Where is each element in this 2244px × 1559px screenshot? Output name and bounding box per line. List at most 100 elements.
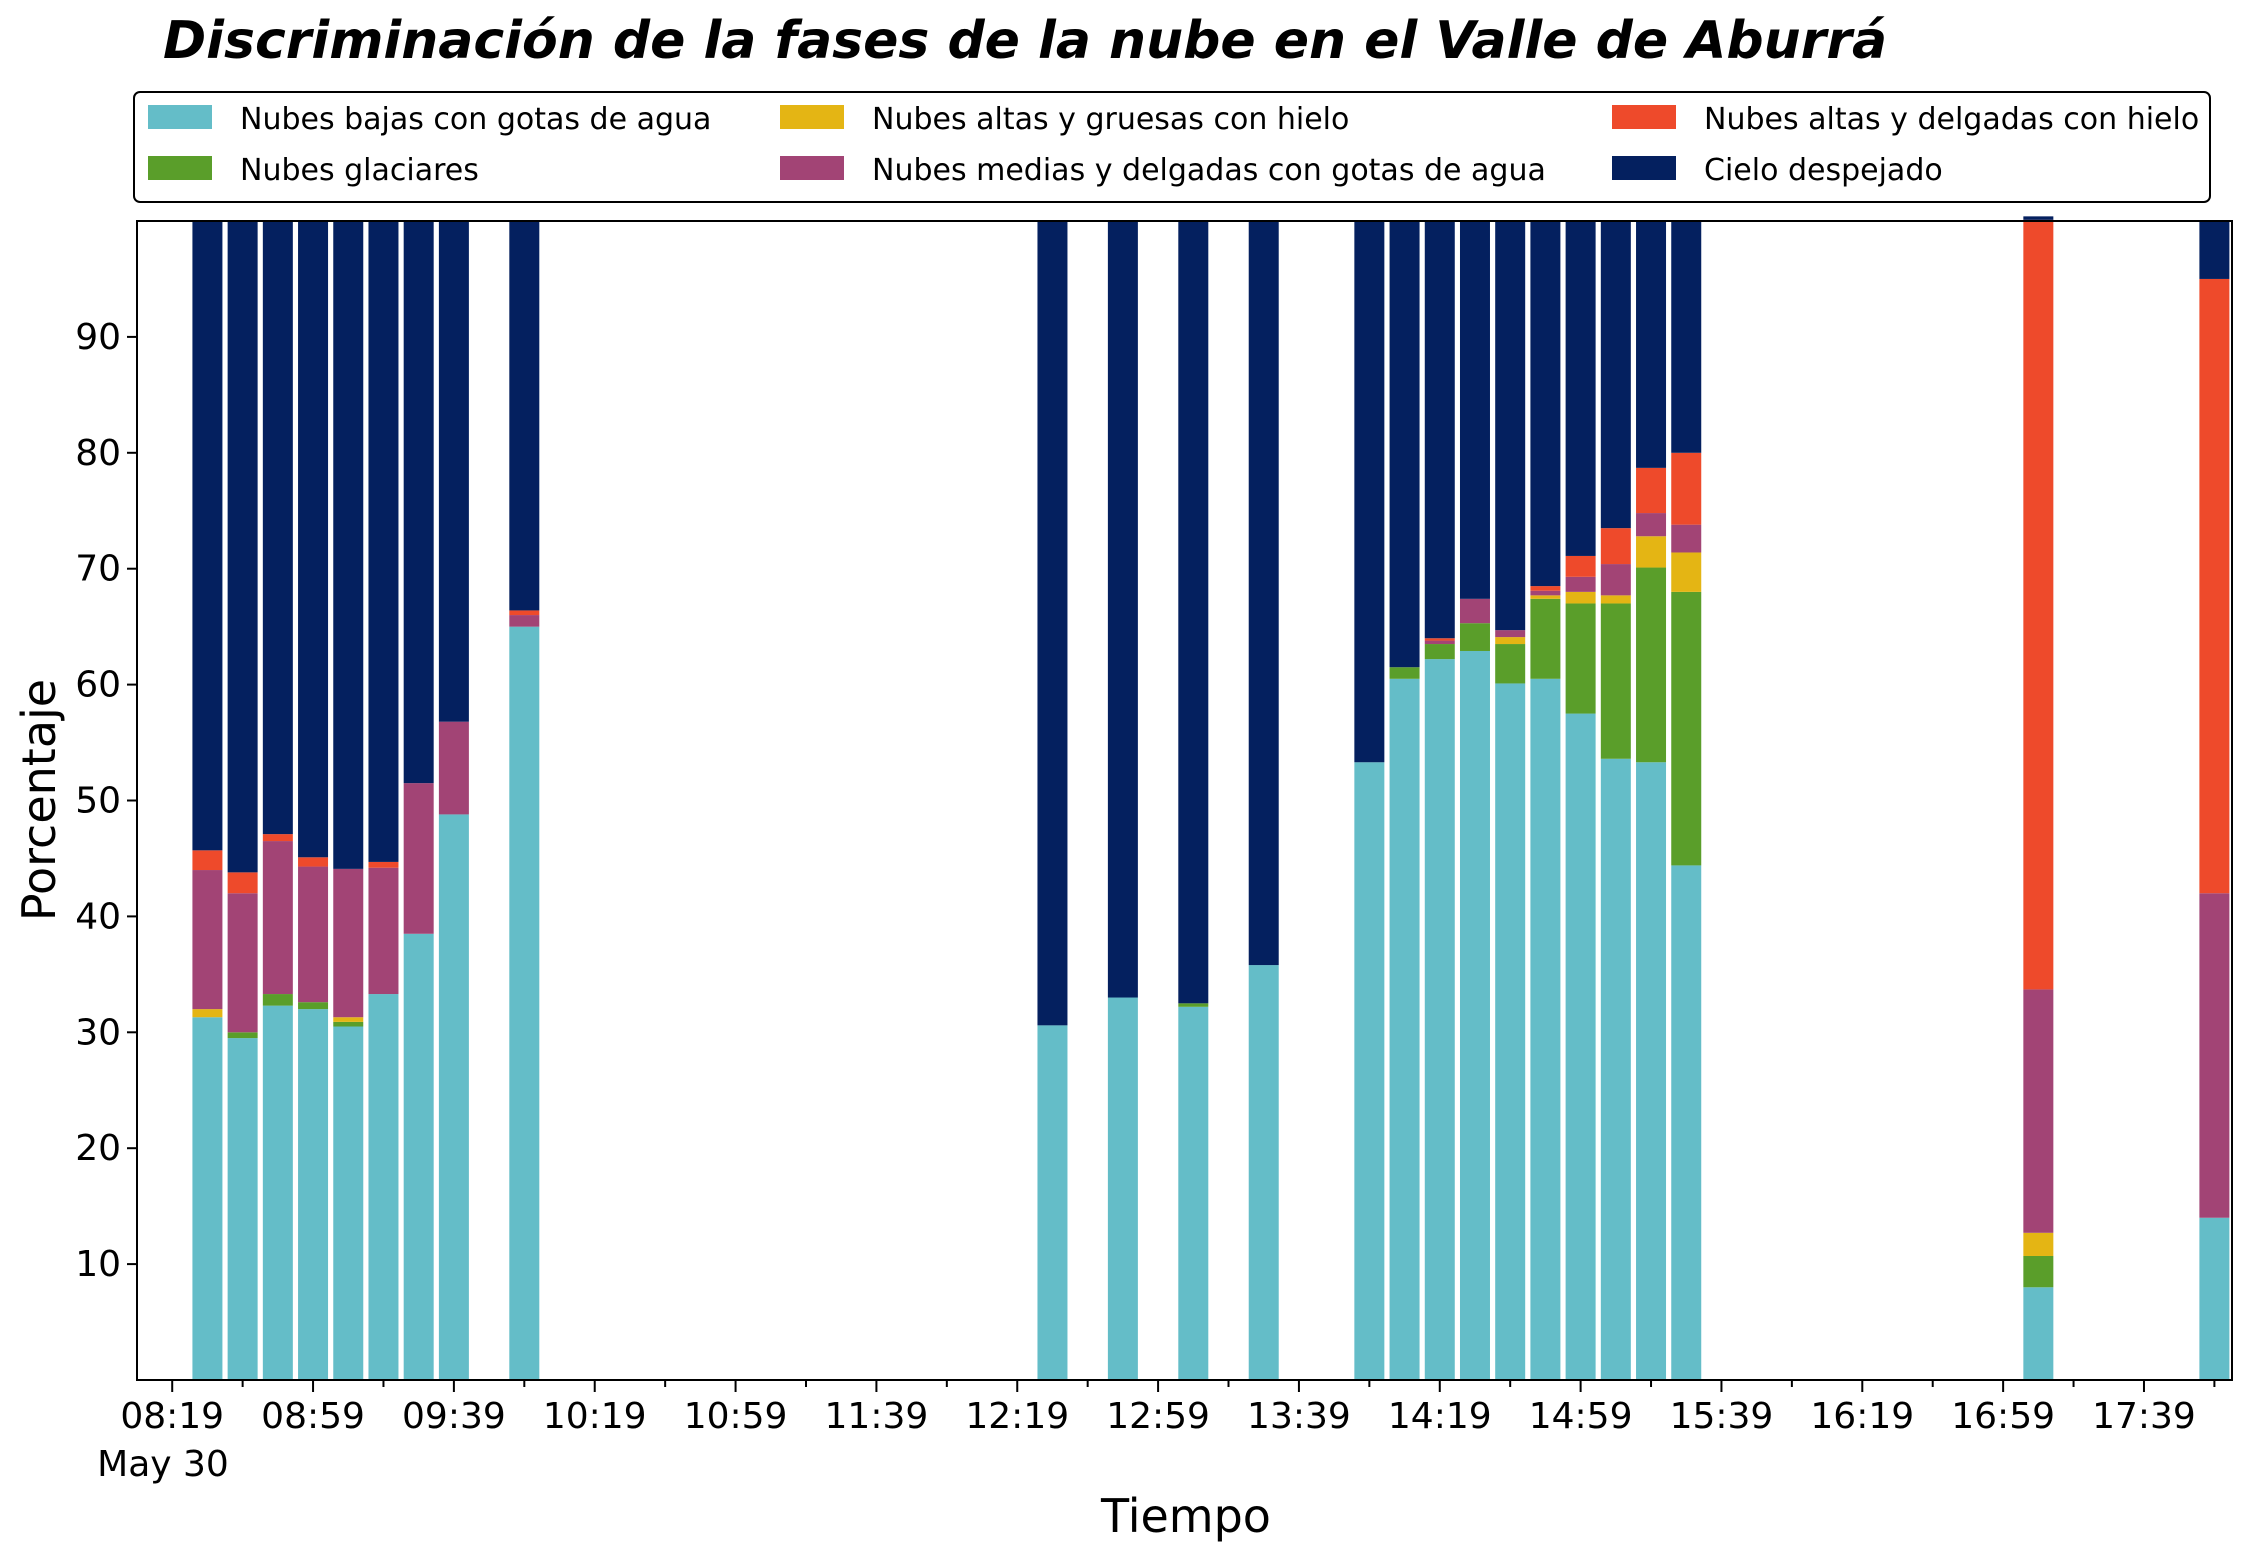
y-tick-label: 60 [75, 665, 121, 706]
bar-segment-nubes-bajas-con-gotas-de-agua [1424, 659, 1455, 1380]
bar-segment-cielo-despejado [1248, 221, 1279, 966]
bar-segment-nubes-bajas-con-gotas-de-agua [1248, 965, 1279, 1380]
legend-frame [133, 91, 2211, 203]
legend-label: Nubes bajas con gotas de agua [240, 102, 711, 137]
legend-swatch-nubes-glaciares [148, 156, 212, 180]
bar-segment-cielo-despejado [438, 221, 469, 722]
x-tick-label: 15:39 [1670, 1396, 1774, 1437]
bar-segment-nubes-medias-y-delgadas-con-gotas-de-agua [262, 841, 293, 995]
bar-segment-nubes-glaciares [1530, 598, 1561, 679]
bar-segment-nubes-altas-y-delgadas-con-hielo [368, 861, 399, 868]
x-date-label: May 30 [97, 1444, 229, 1485]
bar-segment-nubes-bajas-con-gotas-de-agua [1178, 1006, 1209, 1380]
bar-segment-nubes-medias-y-delgadas-con-gotas-de-agua [227, 893, 258, 1033]
y-tick-label: 20 [75, 1128, 121, 1169]
bar-segment-nubes-medias-y-delgadas-con-gotas-de-agua [298, 866, 329, 1003]
bar-segment-nubes-altas-y-delgadas-con-hielo [1671, 452, 1702, 525]
bar-segment-cielo-despejado [1459, 221, 1490, 599]
bars [192, 216, 2230, 1380]
bar-segment-nubes-medias-y-delgadas-con-gotas-de-agua [2023, 989, 2054, 1233]
bar-segment-nubes-bajas-con-gotas-de-agua [403, 933, 434, 1380]
bar-segment-cielo-despejado [1389, 221, 1420, 668]
bar-segment-nubes-medias-y-delgadas-con-gotas-de-agua [192, 870, 223, 1010]
bar-segment-nubes-bajas-con-gotas-de-agua [298, 1009, 329, 1380]
bar-segment-cielo-despejado [192, 221, 223, 851]
bar-segment-cielo-despejado [1600, 221, 1631, 529]
bar-segment-nubes-bajas-con-gotas-de-agua [1671, 865, 1702, 1380]
x-tick-label: 12:59 [1106, 1396, 1210, 1437]
bar-segment-cielo-despejado [1424, 221, 1455, 639]
legend-swatch-nubes-bajas-con-gotas-de-agua [148, 105, 212, 129]
bar-segment-nubes-altas-y-delgadas-con-hielo [192, 850, 223, 871]
bar-segment-nubes-medias-y-delgadas-con-gotas-de-agua [1424, 640, 1455, 645]
bar-segment-nubes-altas-y-gruesas-con-hielo [1495, 637, 1526, 645]
y-tick-label: 30 [75, 1012, 121, 1053]
bar-segment-nubes-medias-y-delgadas-con-gotas-de-agua [1565, 576, 1596, 592]
x-tick-label: 10:59 [684, 1396, 788, 1437]
x-tick-label: 10:19 [543, 1396, 647, 1437]
bar-segment-cielo-despejado [333, 221, 364, 869]
bar-segment-nubes-bajas-con-gotas-de-agua [1107, 997, 1138, 1380]
bar-segment-nubes-bajas-con-gotas-de-agua [1530, 678, 1561, 1380]
bar-segment-nubes-glaciares [1424, 644, 1455, 660]
legend-label: Nubes altas y gruesas con hielo [872, 102, 1349, 137]
bar-segment-nubes-altas-y-delgadas-con-hielo [2023, 219, 2054, 990]
bar-segment-nubes-altas-y-delgadas-con-hielo [227, 872, 258, 894]
bar-segment-nubes-altas-y-delgadas-con-hielo [2199, 278, 2230, 894]
legend-label: Nubes glaciares [240, 153, 479, 188]
y-tick-label: 90 [75, 317, 121, 358]
bar-segment-cielo-despejado [403, 221, 434, 784]
bar-segment-cielo-despejado [1565, 221, 1596, 556]
bar-segment-nubes-bajas-con-gotas-de-agua [192, 1017, 223, 1380]
legend-swatch-nubes-altas-y-delgadas-con-hielo [1612, 105, 1676, 129]
y-axis: 10 20 30 40 50 60 70 80 90 [75, 317, 137, 1285]
bar-segment-nubes-altas-y-gruesas-con-hielo [1600, 595, 1631, 604]
bar-segment-cielo-despejado [262, 221, 293, 835]
bar-segment-nubes-medias-y-delgadas-con-gotas-de-agua [333, 868, 364, 1018]
bar-segment-cielo-despejado [227, 221, 258, 873]
bar-segment-nubes-altas-y-delgadas-con-hielo [1530, 586, 1561, 591]
bar-segment-cielo-despejado [2023, 216, 2054, 220]
bar-segment-cielo-despejado [1037, 221, 1068, 1026]
bar-segment-nubes-altas-y-delgadas-con-hielo [1424, 638, 1455, 641]
bar-segment-nubes-bajas-con-gotas-de-agua [2023, 1287, 2054, 1380]
bar-segment-nubes-altas-y-gruesas-con-hielo [192, 1009, 223, 1018]
bar-segment-cielo-despejado [1107, 221, 1138, 998]
x-tick-label: 08:19 [120, 1396, 224, 1437]
legend-swatch-nubes-altas-y-gruesas-con-hielo [780, 105, 844, 129]
bar-segment-nubes-altas-y-delgadas-con-hielo [509, 610, 540, 616]
bar-segment-nubes-glaciares [1389, 667, 1420, 679]
bar-segment-nubes-glaciares [1671, 591, 1702, 866]
bar-segment-nubes-bajas-con-gotas-de-agua [438, 814, 469, 1380]
bar-segment-nubes-glaciares [1459, 623, 1490, 651]
bar-segment-cielo-despejado [1530, 221, 1561, 587]
bar-segment-nubes-medias-y-delgadas-con-gotas-de-agua [1636, 513, 1667, 537]
bar-segment-nubes-medias-y-delgadas-con-gotas-de-agua [438, 721, 469, 815]
x-tick-label: 12:19 [965, 1396, 1069, 1437]
bar-segment-cielo-despejado [1178, 221, 1209, 1004]
x-tick-label: 17:39 [2092, 1396, 2196, 1437]
x-tick-label: 14:59 [1529, 1396, 1633, 1437]
y-tick-label: 40 [75, 896, 121, 937]
bar-segment-nubes-bajas-con-gotas-de-agua [1636, 762, 1667, 1380]
bar-segment-cielo-despejado [1354, 221, 1385, 763]
bar-segment-nubes-glaciares [227, 1032, 258, 1039]
bar-segment-nubes-bajas-con-gotas-de-agua [1389, 678, 1420, 1380]
bar-segment-nubes-bajas-con-gotas-de-agua [509, 626, 540, 1380]
x-tick-label: 13:39 [1247, 1396, 1351, 1437]
bar-segment-nubes-glaciares [1178, 1003, 1209, 1007]
bar-segment-nubes-medias-y-delgadas-con-gotas-de-agua [403, 783, 434, 934]
x-tick-label: 09:39 [402, 1396, 506, 1437]
x-tick-label: 16:59 [1951, 1396, 2055, 1437]
bar-segment-nubes-altas-y-delgadas-con-hielo [1565, 555, 1596, 577]
y-tick-label: 10 [75, 1244, 121, 1285]
bar-segment-nubes-bajas-con-gotas-de-agua [262, 1005, 293, 1380]
bar-segment-nubes-glaciares [1600, 603, 1631, 759]
bar-segment-nubes-altas-y-gruesas-con-hielo [1530, 595, 1561, 599]
legend-label: Nubes altas y delgadas con hielo [1704, 102, 2199, 137]
bar-segment-nubes-glaciares [1636, 567, 1667, 763]
bar-segment-nubes-altas-y-gruesas-con-hielo [333, 1017, 364, 1022]
bar-segment-cielo-despejado [1671, 221, 1702, 453]
bar-segment-nubes-medias-y-delgadas-con-gotas-de-agua [1600, 564, 1631, 596]
